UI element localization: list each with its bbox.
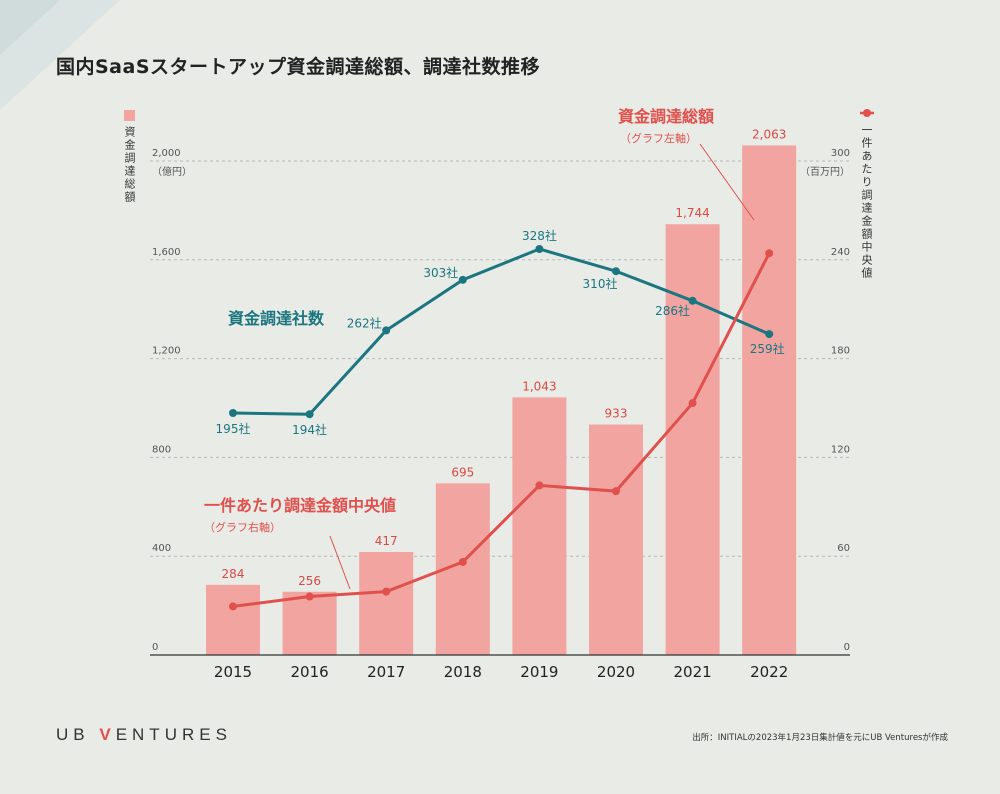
bar-value-label: 933: [605, 407, 628, 421]
median-point: [535, 481, 544, 490]
x-tick-label: 2017: [367, 663, 405, 681]
bar-annotation-leader: [699, 143, 755, 221]
right-axis-tick-label: 300: [831, 148, 850, 159]
median-series-name: 一件あたり調達金額中央値: [204, 496, 396, 515]
x-tick-label: 2018: [444, 663, 482, 681]
x-tick-label: 2016: [291, 663, 329, 681]
x-tick-label: 2019: [520, 663, 558, 681]
count-point: [229, 409, 237, 417]
count-point: [612, 267, 620, 276]
chart-title: 国内SaaSスタートアップ資金調達総額、調達社数推移: [56, 56, 541, 78]
bar-value-label: 284: [222, 567, 245, 581]
bar-2015: [206, 584, 260, 655]
count-label: 194社: [292, 422, 327, 437]
left-axis-tick-label: 1,200: [152, 346, 181, 357]
count-label: 259社: [750, 341, 785, 356]
x-tick-label: 2022: [750, 663, 788, 681]
right-axis-tick-label: 180: [831, 346, 850, 357]
median-point: [305, 592, 314, 601]
left-axis-tick-label: 400: [152, 543, 171, 554]
left-axis-tick-label: 800: [152, 444, 171, 455]
right-axis-tick-label: 120: [831, 444, 850, 455]
count-point: [765, 330, 774, 339]
left-axis-tick-label: 0: [152, 642, 158, 653]
count-point: [305, 410, 314, 419]
right-axis-tick-label: 240: [831, 247, 850, 258]
x-tick-label: 2020: [597, 663, 635, 681]
line-legend-label: 一件あたり調達金額中央値: [860, 124, 873, 280]
median-line: [232, 252, 771, 608]
median-series-axis-note: （グラフ右軸）: [204, 520, 281, 534]
count-series-name: 資金調達社数: [228, 309, 325, 328]
count-label: 195社: [216, 421, 251, 436]
count-point: [535, 245, 544, 253]
median-annotation-leader: [329, 535, 351, 590]
count-line: [232, 247, 770, 416]
bar-legend-label: 資金調達総額: [123, 126, 136, 204]
bar-2017: [359, 552, 414, 655]
median-point: [688, 399, 697, 408]
x-tick-label: 2021: [674, 663, 712, 681]
bar-2020: [589, 424, 643, 655]
bar-2021: [665, 224, 720, 655]
bar-value-label: 1,043: [522, 379, 556, 393]
left-axis-unit: （億円）: [152, 165, 192, 178]
median-point: [458, 557, 467, 566]
count-label: 286社: [655, 303, 690, 318]
bar-legend-swatch: [124, 110, 135, 121]
right-axis-tick-label: 0: [844, 642, 850, 653]
median-point: [229, 602, 237, 611]
count-point: [688, 296, 697, 305]
count-label: 310社: [583, 276, 618, 291]
bar-value-label: 256: [298, 574, 321, 588]
count-point: [382, 326, 391, 335]
bar-value-label: 2,063: [752, 127, 786, 141]
count-label: 262社: [347, 315, 382, 330]
bar-2019: [512, 397, 567, 655]
median-point: [382, 587, 391, 596]
count-label: 328社: [522, 228, 557, 243]
bar-series-axis-note: （グラフ左軸）: [620, 131, 697, 145]
count-point: [458, 275, 467, 284]
left-axis-tick-label: 1,600: [152, 247, 181, 258]
x-tick-label: 2015: [214, 663, 252, 681]
corner-decoration: [0, 0, 120, 110]
ub-ventures-logo: UB VENTURES: [56, 725, 232, 744]
left-axis-tick-label: 2,000: [152, 148, 181, 159]
right-axis-unit: （百万円）: [800, 166, 850, 178]
bar-value-label: 695: [451, 465, 474, 479]
median-point: [612, 487, 620, 496]
bar-2016: [282, 591, 337, 655]
median-point: [765, 249, 774, 258]
source-note: 出所：INITIALの2023年1月23日集計値を元にUB Venturesが作…: [692, 733, 948, 743]
line-legend-marker: [860, 109, 874, 117]
bar-series-name: 資金調達総額: [618, 107, 714, 126]
bar-2022: [742, 145, 797, 655]
bar-value-label: 1,744: [675, 206, 709, 220]
bar-value-label: 417: [375, 534, 398, 548]
count-label: 303社: [423, 265, 458, 280]
right-axis-tick-label: 60: [837, 543, 850, 554]
